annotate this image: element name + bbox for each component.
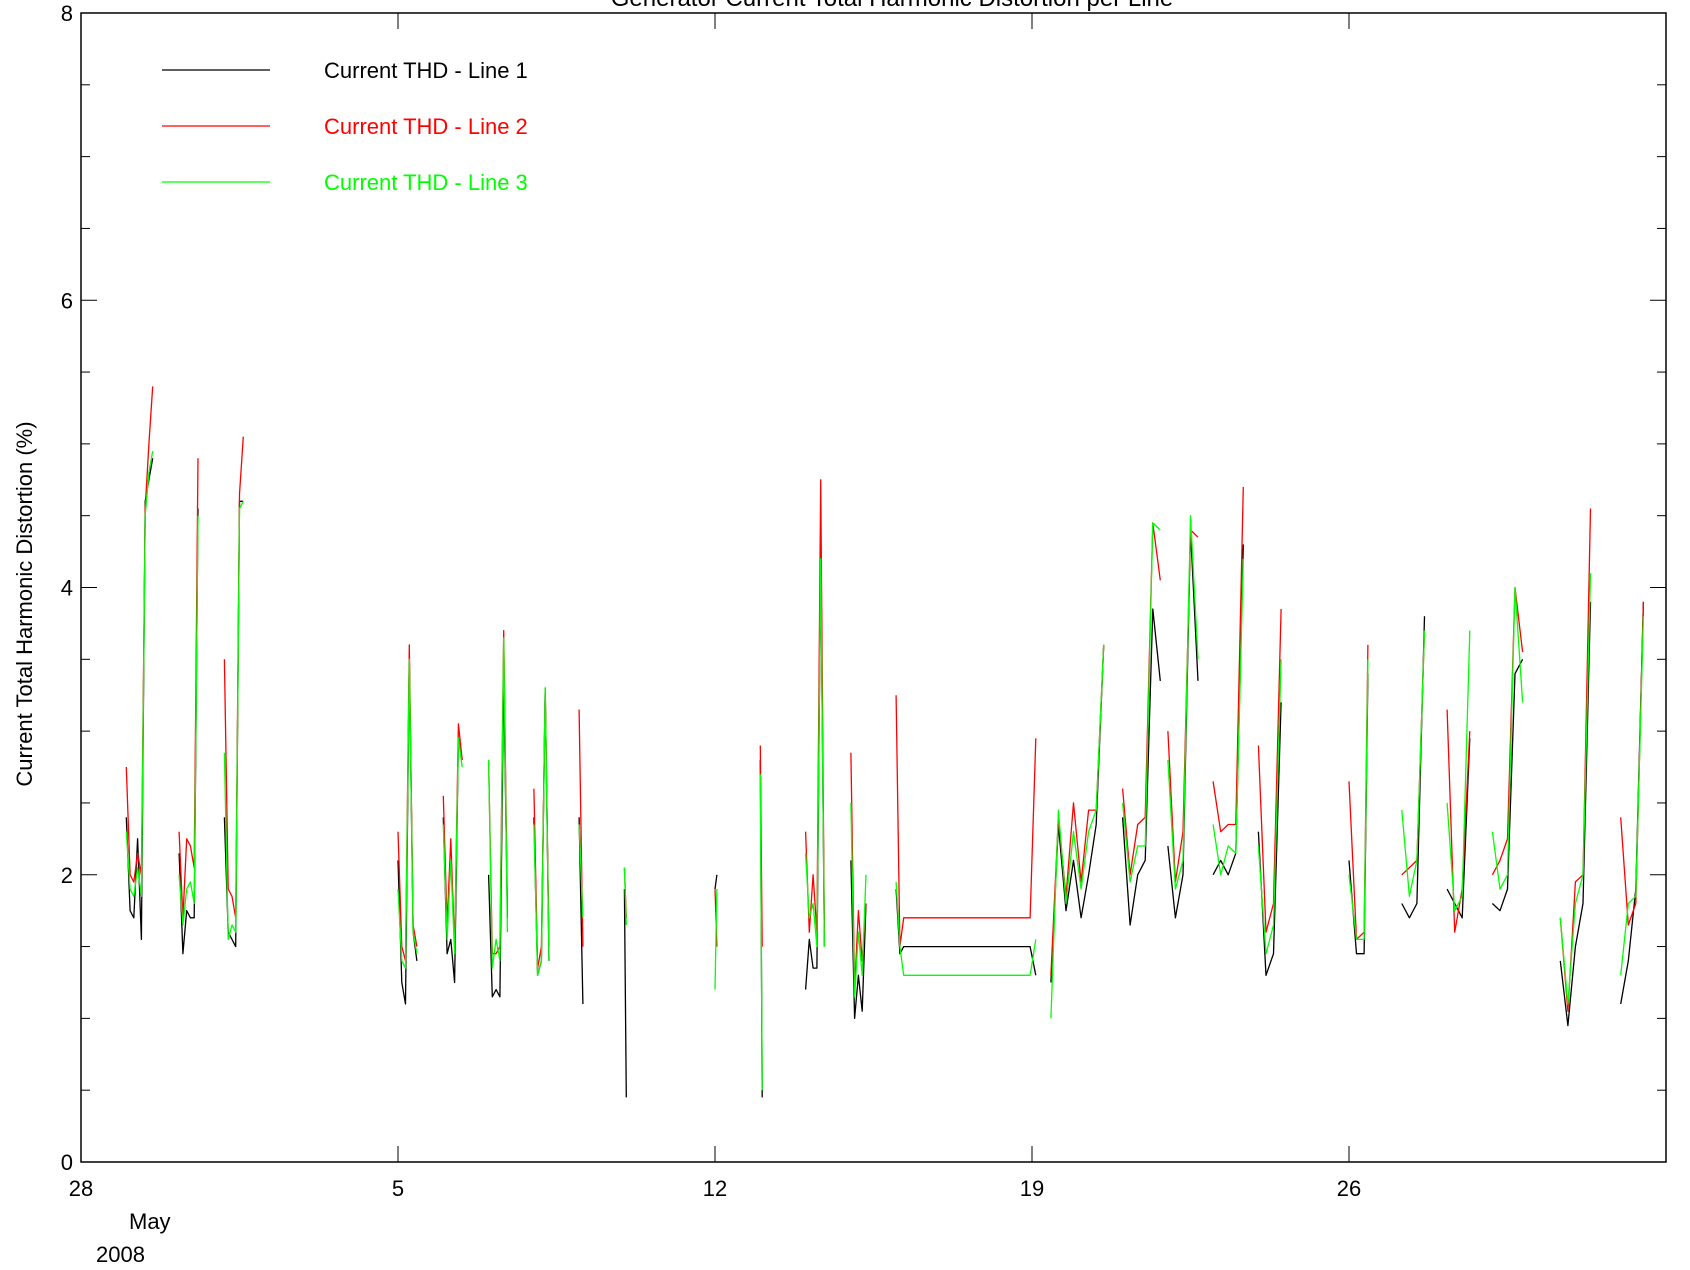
legend-label-1: Current THD - Line 1	[324, 58, 528, 83]
y-tick-label: 6	[61, 288, 73, 313]
x-month-label: May	[129, 1209, 171, 1234]
series-layer	[125, 386, 1645, 1098]
x-axis: 28 5 12 19 26	[69, 13, 1667, 1201]
legend-label-2: Current THD - Line 2	[324, 114, 528, 139]
series-line-1	[125, 458, 1645, 1098]
plot-frame	[80, 12, 1667, 1163]
legend-label-3: Current THD - Line 3	[324, 170, 528, 195]
y-tick-label: 0	[61, 1150, 73, 1175]
series-line-2	[125, 386, 1645, 1012]
y-tick-label: 4	[61, 576, 73, 601]
y-tick-label: 8	[61, 1, 73, 26]
x-tick-label: 12	[703, 1176, 727, 1201]
y-axis-title: Current Total Harmonic Distortion (%)	[12, 421, 37, 786]
series-line-3	[125, 450, 1645, 1091]
x-tick-label: 5	[392, 1176, 404, 1201]
x-tick-label: 28	[69, 1176, 93, 1201]
x-year-label: 2008	[96, 1242, 145, 1267]
chart-title: Generator Current Total Harmonic Distort…	[611, 0, 1173, 12]
y-axis: 0 2 4 6 8	[61, 1, 1666, 1175]
x-tick-label: 19	[1020, 1176, 1044, 1201]
legend: Current THD - Line 1 Current THD - Line 2…	[162, 58, 528, 195]
y-tick-label: 2	[61, 863, 73, 888]
x-tick-label: 26	[1337, 1176, 1361, 1201]
